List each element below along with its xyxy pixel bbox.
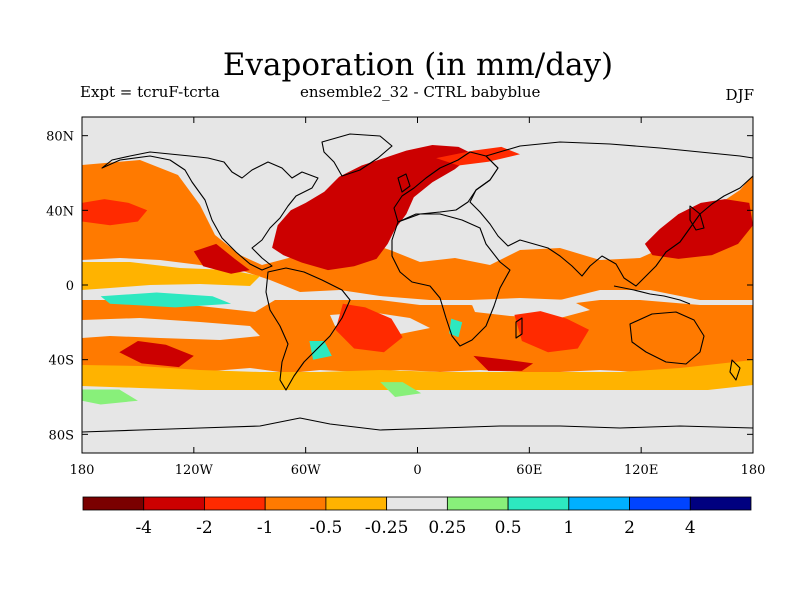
season-label: DJF	[725, 86, 754, 104]
lat-tick-label: 0	[66, 279, 74, 294]
north-pacific-east-evaporation	[82, 199, 148, 226]
colorbar-swatch	[143, 496, 205, 511]
australia-outline	[629, 311, 705, 365]
ocean-field-orange-north-pacific	[82, 160, 753, 300]
colorbar-swatch	[507, 496, 570, 511]
lat-tick-label: 40N	[46, 204, 74, 219]
south-america-outline	[265, 267, 351, 391]
lon-tick-label: 180	[70, 463, 95, 478]
ocean-field-yellow-south	[82, 360, 753, 396]
south-pacific-evaporation	[119, 341, 194, 368]
colorbar-swatch	[204, 496, 266, 511]
base-field-layer	[82, 160, 753, 453]
colorbar-label: -1	[257, 518, 274, 538]
neutral-band-south-pacific	[82, 318, 260, 340]
greenland-outline	[321, 133, 393, 177]
lat-tick-label: 80S	[49, 428, 74, 443]
colorbar-swatch	[568, 496, 630, 511]
latitude-ticks: 80N 40N 0 40S 80S	[46, 130, 753, 443]
uk-outline	[397, 173, 411, 193]
colorbar-swatch	[82, 496, 145, 511]
south-atlantic-reduced-evaporation	[309, 341, 332, 360]
colorbar-swatch	[689, 496, 752, 511]
colorbar-swatch	[325, 496, 388, 511]
madagascar-reduced-evaporation	[449, 318, 463, 338]
new-zealand-outline	[729, 359, 741, 381]
east-pacific-reduced-evaporation	[100, 292, 232, 308]
chart-title: Evaporation (in mm/day)	[222, 47, 614, 83]
lat-tick-label: 40S	[49, 354, 74, 369]
lon-tick-label: 120W	[175, 463, 214, 478]
antarctica-outline	[82, 417, 753, 433]
ocean-field-orange-south	[82, 300, 753, 372]
africa-outline	[391, 213, 511, 347]
asia-outline	[469, 141, 753, 287]
indian-ocean-evaporation	[514, 311, 589, 353]
coastlines	[82, 133, 753, 433]
southern-ocean-moistening	[82, 389, 138, 405]
colorbar-label: 0.25	[428, 518, 466, 538]
lon-tick-label: 0	[413, 463, 421, 478]
experiment-label: Expt = tcruF-tcrta	[80, 83, 220, 101]
colorbar-swatch	[386, 496, 448, 511]
south-atlantic-evaporation	[335, 303, 403, 353]
colorbar-swatch	[264, 496, 327, 511]
colorbar-label: 0.5	[495, 518, 522, 538]
colorbar-label: 1	[563, 518, 574, 538]
evaporation-fields	[82, 145, 753, 405]
colorbar: -4 -2 -1 -0.5 -0.25 0.25 0.5 1 2 4	[82, 496, 752, 538]
indonesia-outline	[613, 285, 691, 305]
neutral-band-indian-ocean	[470, 298, 590, 318]
neutral-band-southern-ocean	[82, 390, 753, 453]
lon-tick-label: 120E	[624, 463, 658, 478]
lat-tick-label: 80N	[46, 130, 74, 145]
madagascar-outline	[515, 317, 523, 339]
colorbar-label: -4	[135, 518, 152, 538]
colorbar-label: -2	[196, 518, 213, 538]
longitude-ticks: 180 120W 60W 0 60E 120E 180	[70, 117, 766, 478]
lon-tick-label: 60W	[291, 463, 322, 478]
lon-tick-label: 60E	[516, 463, 542, 478]
north-america-outline	[101, 151, 319, 271]
colorbar-swatch	[446, 496, 509, 511]
colorbar-label: -0.5	[310, 518, 343, 538]
colorbar-label: -0.25	[365, 518, 409, 538]
ocean-field-yellow-tropical	[82, 262, 260, 290]
east-pacific-coast-evaporation	[193, 243, 250, 274]
ensemble-label: ensemble2_32 - CTRL babyblue	[300, 83, 541, 101]
colorbar-label: 4	[685, 518, 696, 538]
southern-indian-ocean-evaporation	[473, 355, 534, 371]
colorbar-label: 2	[624, 518, 635, 538]
colorbar-swatch	[629, 496, 691, 511]
north-atlantic-strong-evaporation	[272, 145, 474, 271]
japan-outline	[689, 205, 705, 231]
lon-tick-label: 180	[741, 463, 766, 478]
southern-ocean-moistening-atlantic	[380, 382, 422, 397]
